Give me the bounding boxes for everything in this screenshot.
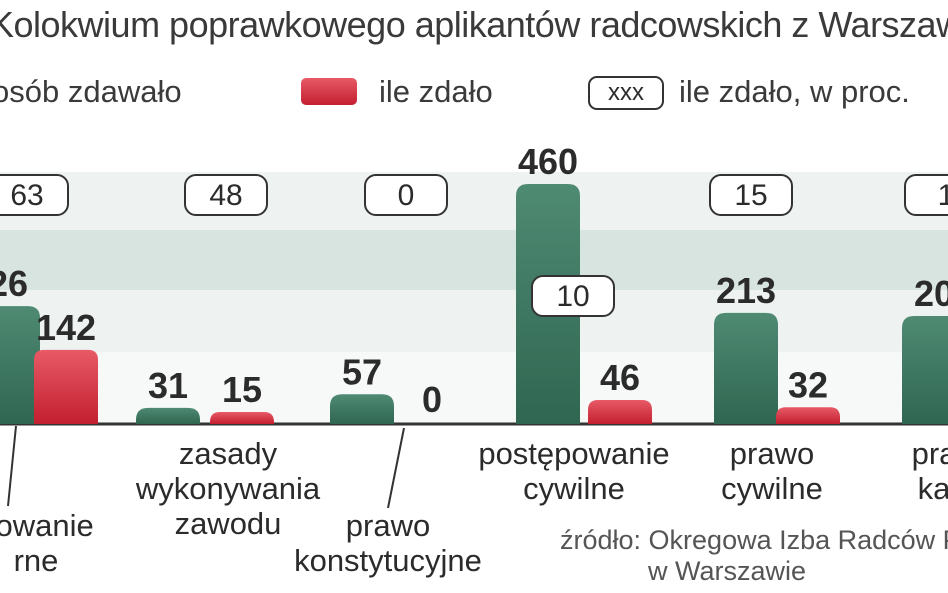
value-label-took: 20 <box>914 273 948 314</box>
percent-label: 15 <box>734 179 767 212</box>
band-top <box>0 172 948 230</box>
labels: 26142 63 31 15 48 57 0 0 460 46 10 213 32 15 20 1 powani… <box>0 141 948 578</box>
band-lower <box>0 290 948 352</box>
legend-passed: ile zdało <box>379 74 493 109</box>
legend-took: osób zdawało <box>0 74 182 109</box>
category-label: zawodu <box>175 506 282 541</box>
legend-percent: ile zdało, w proc. <box>679 74 910 109</box>
leader-line <box>7 425 17 507</box>
source-note: źródło: Okregowa Izba Radców P w Warszaw… <box>560 525 948 587</box>
legend-percent-box: xxx <box>588 76 664 110</box>
value-label-took: 31 <box>148 365 188 406</box>
value-label-took: 26 <box>0 263 28 304</box>
percent-box <box>364 174 448 216</box>
bar-took <box>714 312 778 424</box>
band-middle <box>0 230 948 290</box>
bar-took <box>330 394 394 424</box>
category-label: cywilne <box>523 471 625 506</box>
bar-passed <box>210 412 274 424</box>
category-label: powanie <box>0 508 94 543</box>
percent-label: 0 <box>398 179 415 212</box>
percent-box <box>904 174 948 216</box>
category-label: cywilne <box>721 471 823 506</box>
percent-box <box>184 174 268 216</box>
bar-passed <box>34 349 98 424</box>
chart-title: Kolokwium poprawkowego aplikantów radcow… <box>0 4 948 45</box>
percent-label: 48 <box>209 179 242 212</box>
percent-box <box>0 174 69 216</box>
category-label: zasady <box>179 436 278 471</box>
value-label-passed: 32 <box>788 364 828 405</box>
source-line-1: źródło: Okregowa Izba Radców P <box>560 525 948 555</box>
legend-passed-swatch <box>301 78 357 105</box>
bar-passed <box>776 407 840 424</box>
source-line-2: w Warszawie <box>648 556 807 586</box>
bar-took <box>136 407 200 424</box>
leader-lines <box>7 425 405 509</box>
category-label: wykonywania <box>135 471 321 506</box>
category-label: pra <box>912 436 948 471</box>
percent-label: 10 <box>556 280 589 313</box>
leader-line <box>387 427 405 509</box>
category-label: rne <box>14 543 59 578</box>
percent-box <box>709 174 793 216</box>
value-label-passed: 46 <box>600 357 640 398</box>
category-label: konstytucyjne <box>294 543 482 578</box>
value-label-took: 460 <box>518 141 578 182</box>
bar-took <box>902 316 948 424</box>
bar-passed <box>588 400 652 424</box>
category-label: ka <box>918 471 948 506</box>
value-label-passed: 142 <box>36 307 96 348</box>
value-label-took: 57 <box>342 351 382 392</box>
bar-took <box>0 306 40 424</box>
category-label: postępowanie <box>478 436 669 471</box>
percent-box <box>531 275 615 317</box>
value-label-passed: 0 <box>422 379 442 420</box>
value-label-took: 213 <box>716 270 776 311</box>
category-label: prawo <box>730 436 814 471</box>
value-label-passed: 15 <box>222 369 262 410</box>
category-label: prawo <box>346 508 430 543</box>
percent-label: 1 <box>938 179 948 212</box>
percent-label: 63 <box>10 179 43 212</box>
